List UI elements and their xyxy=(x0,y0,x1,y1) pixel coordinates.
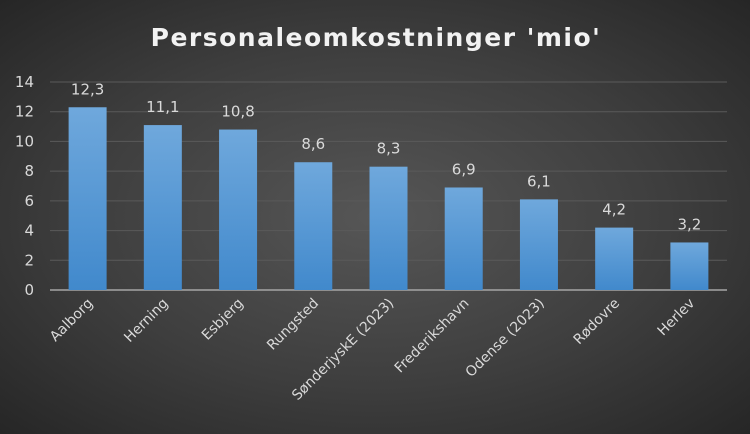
bar xyxy=(519,199,558,290)
y-tick-label: 8 xyxy=(24,162,34,180)
data-label: 6,9 xyxy=(452,160,476,178)
bar xyxy=(219,129,258,290)
x-tick-label: Herning xyxy=(121,296,171,346)
x-tick-label: Rungsted xyxy=(264,296,322,354)
bar xyxy=(143,125,182,290)
x-tick-label: Rødovre xyxy=(571,296,623,348)
data-label: 11,1 xyxy=(146,98,179,116)
data-label: 10,8 xyxy=(221,103,254,121)
data-label: 8,6 xyxy=(301,135,325,153)
x-tick-label: Herlev xyxy=(655,296,699,340)
data-label: 4,2 xyxy=(602,201,626,219)
bar xyxy=(294,162,333,290)
y-tick-label: 2 xyxy=(24,251,34,269)
y-tick-label: 14 xyxy=(15,73,34,91)
data-label: 12,3 xyxy=(71,80,104,98)
y-tick-label: 0 xyxy=(24,281,34,299)
y-tick-label: 10 xyxy=(15,132,34,150)
x-tick-label: Odense (2023) xyxy=(463,296,548,381)
chart-title: Personaleomkostninger 'mio' xyxy=(151,23,602,52)
y-tick-label: 12 xyxy=(15,103,34,121)
data-label: 3,2 xyxy=(677,215,701,233)
x-tick-label: Frederikshavn xyxy=(392,296,473,377)
y-tick-label: 4 xyxy=(24,222,34,240)
bar xyxy=(444,187,483,290)
x-tick-label: Aalborg xyxy=(47,296,96,345)
bar xyxy=(68,107,107,290)
y-tick-label: 6 xyxy=(24,192,34,210)
data-label: 6,1 xyxy=(527,172,551,190)
bar xyxy=(369,166,408,290)
x-tick-label: Esbjerg xyxy=(199,296,247,344)
bar xyxy=(670,242,709,290)
bar xyxy=(595,227,634,290)
data-label: 8,3 xyxy=(377,140,401,158)
